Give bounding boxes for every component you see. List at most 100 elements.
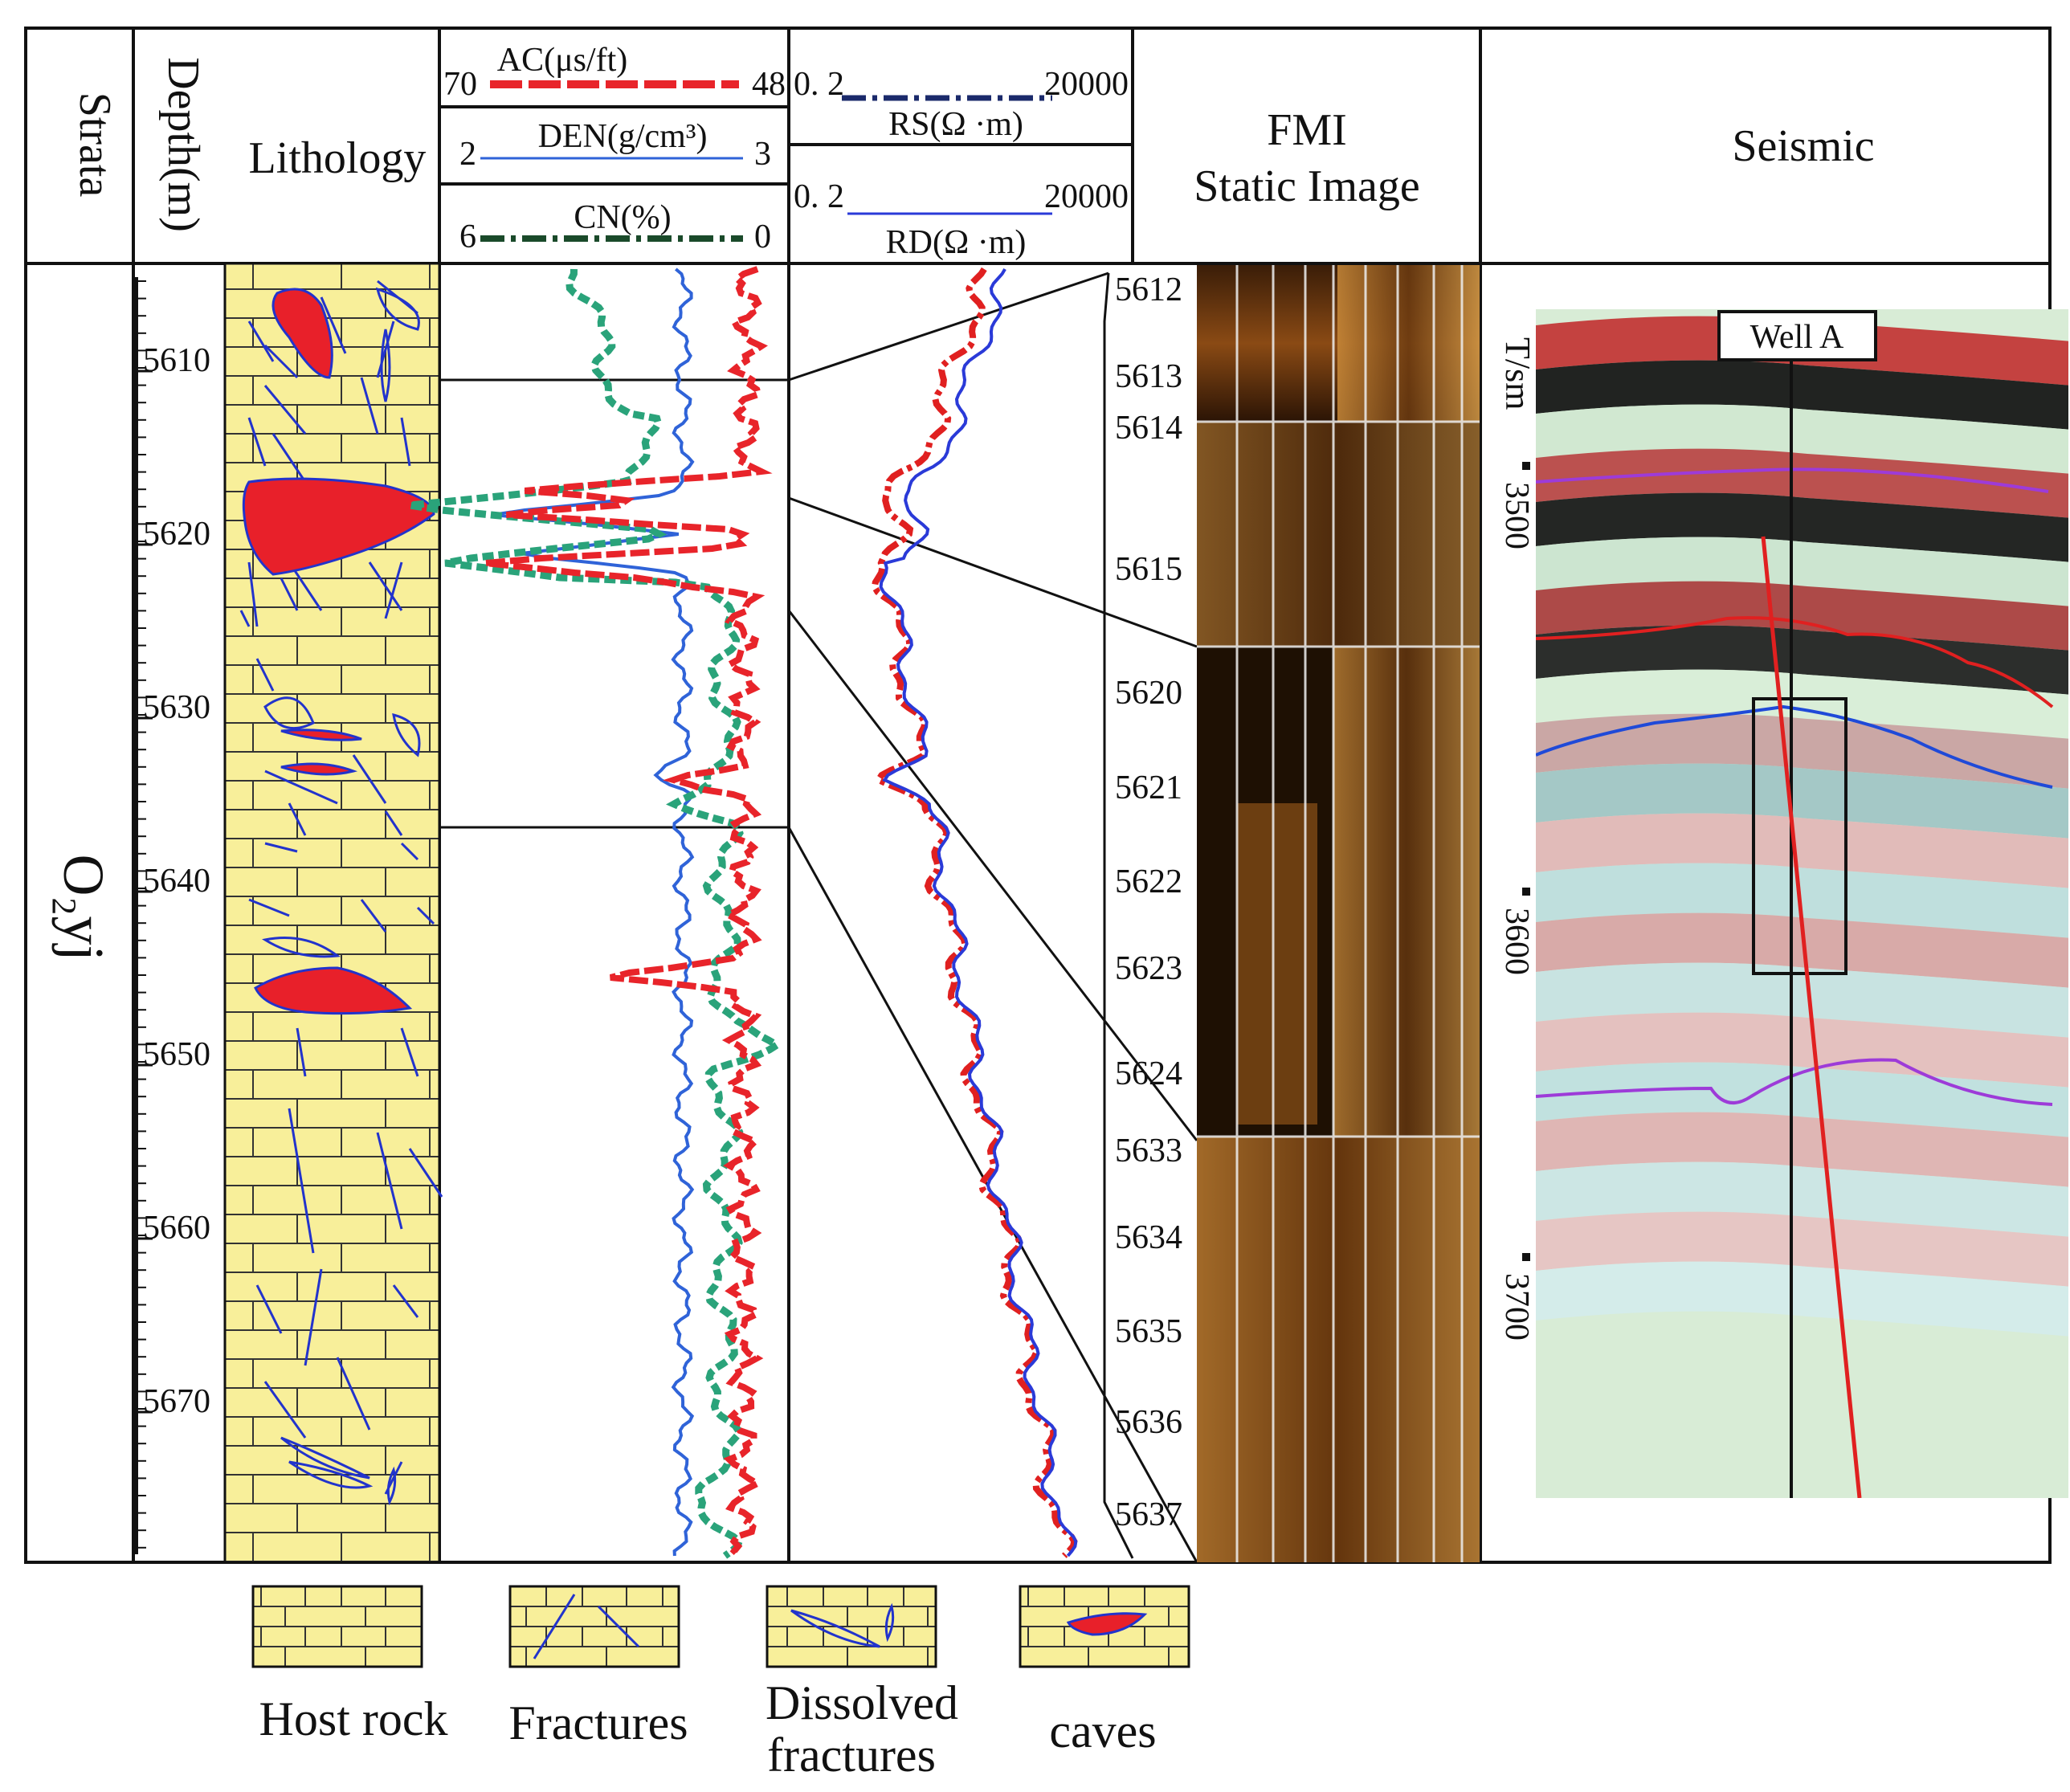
svg-text:Well A: Well A — [1750, 319, 1844, 356]
purple-horizon-lower — [1536, 1058, 2053, 1106]
seismic-band — [1536, 763, 2068, 839]
fmi-tick-label: 5612 — [1115, 271, 1182, 308]
seismic-band — [1536, 1012, 2068, 1088]
red-horizon — [1536, 616, 2054, 708]
seismic-band — [1536, 1062, 2068, 1137]
fmi-tick-label: 5633 — [1115, 1133, 1182, 1169]
cave-shapes — [242, 288, 435, 1015]
seismic-band — [1536, 863, 2068, 938]
depth-tick-label: 5620 — [143, 516, 210, 553]
seismic-band — [1536, 404, 2068, 474]
cn-curve — [409, 268, 784, 1559]
seismic-time-label: 3600 — [1498, 908, 1535, 975]
depth-header: Depth(m) — [158, 57, 208, 232]
rs-label: RS(Ω ·m) — [888, 106, 1023, 143]
fmi-tick-label: 5624 — [1115, 1055, 1182, 1092]
legend-fractures: Fractures — [508, 1585, 688, 1749]
seismic-band — [1536, 1211, 2068, 1287]
seismic-band — [1536, 581, 2068, 651]
well-a-label: Well A — [1717, 310, 1877, 361]
seismic-band — [1536, 448, 2068, 518]
fmi-header-line1: FMI — [1267, 105, 1347, 155]
den-label: DEN(g/cm³) — [538, 118, 708, 155]
strata-name: O₂yj — [51, 854, 116, 961]
rs-curve — [871, 267, 1078, 1558]
seismic-band — [1536, 492, 2068, 562]
seismic-band — [1536, 962, 2068, 1038]
legend: Host rock Fractures Dissolved fractures … — [251, 1585, 1190, 1782]
fmi-tick-label: 5635 — [1115, 1313, 1182, 1350]
zone-connectors — [439, 271, 1198, 1563]
seismic-band — [1536, 912, 2068, 988]
log-headers: AC(μs/ft) 70 48 DEN(g/cm³) 2 3 CN(%) 6 0… — [443, 42, 1129, 261]
den-max: 3 — [754, 136, 771, 173]
purple-horizon-upper — [1536, 467, 2049, 493]
fmi-tick-label: 5620 — [1115, 675, 1182, 712]
blue-horizon — [1536, 704, 2053, 789]
seismic-axis: T/sm 3500 3600 3700 — [1498, 337, 1537, 1341]
ac-curve — [484, 266, 773, 1558]
fmi-tick-label: 5622 — [1115, 863, 1182, 900]
ac-max: 48 — [752, 66, 786, 103]
seismic-band — [1536, 625, 2068, 695]
seismic-band — [1536, 360, 2068, 430]
seismic-band — [1536, 669, 2068, 739]
den-min: 2 — [459, 136, 476, 173]
legend-dissolved-line1: Dissolved — [766, 1676, 958, 1729]
seismic-band — [1536, 1161, 2068, 1237]
legend-caves-label: caves — [1049, 1704, 1156, 1757]
ac-label: AC(μs/ft) — [497, 42, 628, 79]
legend-host-rock: Host rock — [251, 1585, 448, 1745]
cn-max: 0 — [754, 218, 771, 255]
column-headers: Strata Depth(m) Lithology FMI Static Ima… — [70, 57, 1875, 232]
den-curve — [492, 267, 695, 1557]
depth-tick-label: 5640 — [143, 863, 210, 900]
seismic-time-label: 3500 — [1498, 482, 1535, 549]
seismic-reflectors — [1536, 316, 2068, 1337]
legend-caves: caves — [1019, 1585, 1190, 1757]
fmi-tick-label: 5634 — [1115, 1219, 1182, 1256]
rd-label: RD(Ω ·m) — [886, 224, 1027, 261]
ac-min: 70 — [443, 66, 477, 103]
strata-header: Strata — [70, 92, 120, 198]
depth-tick-label: 5630 — [143, 689, 210, 726]
seismic-panel — [1536, 309, 2068, 1498]
rs-min: 0. 2 — [794, 66, 844, 103]
seismic-band — [1536, 1261, 2068, 1337]
rd-curve — [879, 267, 1078, 1557]
rd-min: 0. 2 — [794, 178, 844, 215]
fracture-lines — [239, 280, 443, 1506]
fmi-tick-label: 5637 — [1115, 1496, 1182, 1533]
seismic-header: Seismic — [1732, 121, 1874, 171]
depth-tick-label: 5650 — [143, 1036, 210, 1073]
seismic-band — [1536, 1112, 2068, 1187]
fmi-header-line2: Static Image — [1194, 161, 1419, 211]
lithology-column — [223, 262, 443, 1564]
fmi-tick-label: 5623 — [1115, 950, 1182, 987]
depth-tick-label: 5670 — [143, 1383, 210, 1420]
cn-label: CN(%) — [574, 199, 671, 236]
fmi-tick-label: 5613 — [1115, 358, 1182, 395]
fmi-column — [1197, 265, 1480, 1562]
legend-fractures-label: Fractures — [508, 1696, 688, 1749]
seismic-band — [1536, 813, 2068, 888]
legend-dissolved-fractures: Dissolved fractures — [766, 1585, 958, 1782]
target-box — [1752, 697, 1847, 975]
cn-min: 6 — [459, 218, 476, 255]
legend-dissolved-line2: fractures — [767, 1729, 936, 1782]
seismic-time-label: 3700 — [1498, 1273, 1535, 1341]
depth-track: 5610 5620 5630 5640 5650 5660 5670 — [135, 277, 210, 1554]
rs-max: 20000 — [1044, 66, 1129, 103]
lithology-header: Lithology — [249, 133, 427, 183]
seismic-band — [1536, 713, 2068, 789]
fmi-depth-labels: 5612 5613 5614 5615 5620 5621 5622 5623 5624 5633… — [1115, 271, 1182, 1533]
well-track-deviated — [1761, 536, 1862, 1498]
legend-host-rock-label: Host rock — [259, 1692, 448, 1745]
seismic-axis-label: T/sm — [1498, 337, 1537, 410]
depth-tick-label: 5660 — [143, 1210, 210, 1247]
rd-max: 20000 — [1044, 178, 1129, 215]
fmi-tick-label: 5614 — [1115, 410, 1182, 447]
fmi-tick-label: 5621 — [1115, 769, 1182, 806]
seismic-band — [1536, 537, 2068, 606]
